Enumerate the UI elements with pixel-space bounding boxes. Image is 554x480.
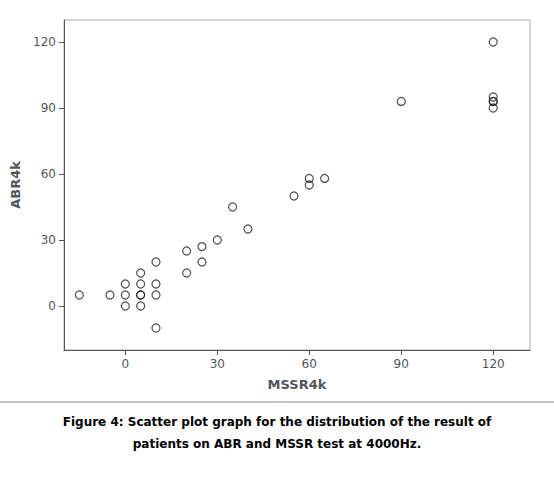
svg-text:90: 90 (394, 357, 409, 371)
svg-text:90: 90 (41, 101, 56, 115)
svg-text:30: 30 (41, 233, 56, 247)
svg-text:120: 120 (482, 357, 505, 371)
svg-text:MSSR4k: MSSR4k (268, 377, 327, 392)
svg-text:30: 30 (210, 357, 225, 371)
svg-text:120: 120 (33, 35, 56, 49)
svg-text:Figure 4: Scatter plot graph f: Figure 4: Scatter plot graph for the dis… (63, 415, 492, 429)
svg-text:0: 0 (48, 299, 56, 313)
svg-text:patients on ABR and MSSR test: patients on ABR and MSSR test at 4000Hz. (133, 437, 422, 451)
svg-text:ABR4k: ABR4k (8, 161, 23, 209)
svg-text:60: 60 (41, 167, 56, 181)
svg-text:0: 0 (121, 357, 129, 371)
svg-text:60: 60 (302, 357, 317, 371)
